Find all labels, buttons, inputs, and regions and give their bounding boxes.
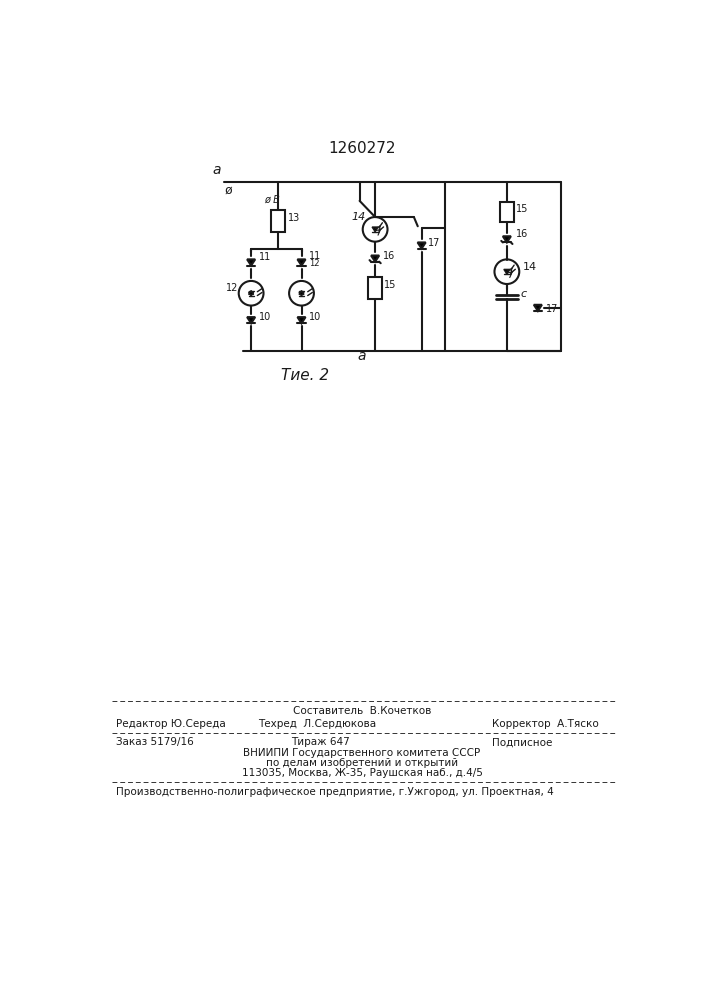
Text: 15: 15 <box>516 204 529 214</box>
Text: 10: 10 <box>309 312 322 322</box>
Text: ø: ø <box>224 183 232 196</box>
Text: Корректор  А.Тяско: Корректор А.Тяско <box>492 719 599 729</box>
Text: 13: 13 <box>288 213 300 223</box>
Text: 1260272: 1260272 <box>328 141 396 156</box>
Polygon shape <box>247 317 255 323</box>
Text: 15: 15 <box>385 280 397 290</box>
Text: Τие. 2: Τие. 2 <box>281 368 329 383</box>
Bar <box>500 202 514 222</box>
Polygon shape <box>503 236 511 242</box>
Bar <box>368 277 382 299</box>
Text: 113035, Москва, Ж-35, Раушская наб., д.4/5: 113035, Москва, Ж-35, Раушская наб., д.4… <box>242 768 482 778</box>
Text: 11: 11 <box>259 252 271 262</box>
Polygon shape <box>247 259 255 266</box>
Text: Редактор Ю.Середа: Редактор Ю.Середа <box>115 719 226 729</box>
Circle shape <box>363 217 387 242</box>
Text: 16: 16 <box>383 251 395 261</box>
Text: 10: 10 <box>259 312 271 322</box>
Text: 17: 17 <box>428 238 440 248</box>
Text: Техред  Л.Сердюкова: Техред Л.Сердюкова <box>258 719 376 729</box>
Text: c: c <box>520 289 526 299</box>
Text: 14: 14 <box>522 262 537 272</box>
Polygon shape <box>372 227 378 232</box>
Polygon shape <box>534 305 542 311</box>
Text: ВНИИПИ Государственного комитета СССР: ВНИИПИ Государственного комитета СССР <box>243 748 481 758</box>
Circle shape <box>289 281 314 306</box>
Polygon shape <box>298 317 305 323</box>
Bar <box>271 210 285 232</box>
Polygon shape <box>249 292 254 296</box>
Text: 14: 14 <box>352 212 366 222</box>
Text: a: a <box>212 163 221 177</box>
Circle shape <box>239 281 264 306</box>
Text: 17: 17 <box>546 304 558 314</box>
Polygon shape <box>249 291 254 294</box>
Polygon shape <box>298 259 305 266</box>
Text: Заказ 5179/16: Заказ 5179/16 <box>115 737 193 747</box>
Text: 12: 12 <box>309 259 320 268</box>
Polygon shape <box>299 292 304 296</box>
Text: a: a <box>358 349 366 363</box>
Text: Тираж 647: Тираж 647 <box>291 737 350 747</box>
Text: 12: 12 <box>226 283 239 293</box>
Polygon shape <box>418 242 426 249</box>
Polygon shape <box>371 256 379 262</box>
Text: Подписное: Подписное <box>492 737 553 747</box>
Text: 11: 11 <box>309 251 322 261</box>
Text: 16: 16 <box>516 229 528 239</box>
Polygon shape <box>299 291 304 294</box>
Text: ø B: ø B <box>264 194 280 204</box>
Circle shape <box>494 259 519 284</box>
Polygon shape <box>504 269 510 274</box>
Text: по делам изобретений и открытий: по делам изобретений и открытий <box>266 758 458 768</box>
Text: Составитель  В.Кочетков: Составитель В.Кочетков <box>293 706 431 716</box>
Text: Производственно-полиграфическое предприятие, г.Ужгород, ул. Проектная, 4: Производственно-полиграфическое предприя… <box>115 787 554 797</box>
